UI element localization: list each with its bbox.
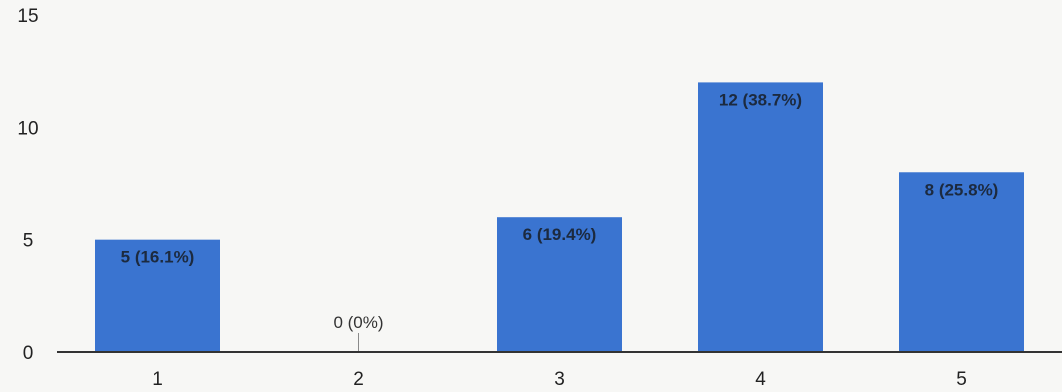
data-label: 0 (0%) xyxy=(333,313,383,332)
bar xyxy=(698,82,823,353)
data-label: 5 (16.1%) xyxy=(121,248,195,267)
bars-group xyxy=(95,82,1024,353)
data-labels-group: 5 (16.1%) 0 (0%) 6 (19.4%) 12 (38.7%) 8 (25.… xyxy=(121,90,999,332)
bar xyxy=(95,239,220,352)
y-tick-label: 15 xyxy=(17,6,38,27)
x-tick-label: 4 xyxy=(755,369,766,390)
data-label: 8 (25.8%) xyxy=(925,180,999,199)
x-tick-label: 2 xyxy=(353,369,364,390)
y-tick-label: 10 xyxy=(17,118,38,139)
data-label: 6 (19.4%) xyxy=(523,225,597,244)
x-tick-label: 1 xyxy=(152,369,163,390)
x-axis-ticks: 1 2 3 4 5 xyxy=(152,369,967,390)
y-tick-label: 5 xyxy=(23,231,34,252)
bar xyxy=(899,172,1024,352)
y-axis-ticks: 0 5 10 15 xyxy=(17,6,38,364)
x-tick-label: 5 xyxy=(956,369,967,390)
y-tick-label: 0 xyxy=(23,343,34,364)
bar xyxy=(497,217,622,352)
data-label: 12 (38.7%) xyxy=(719,90,802,109)
x-tick-label: 3 xyxy=(554,369,565,390)
